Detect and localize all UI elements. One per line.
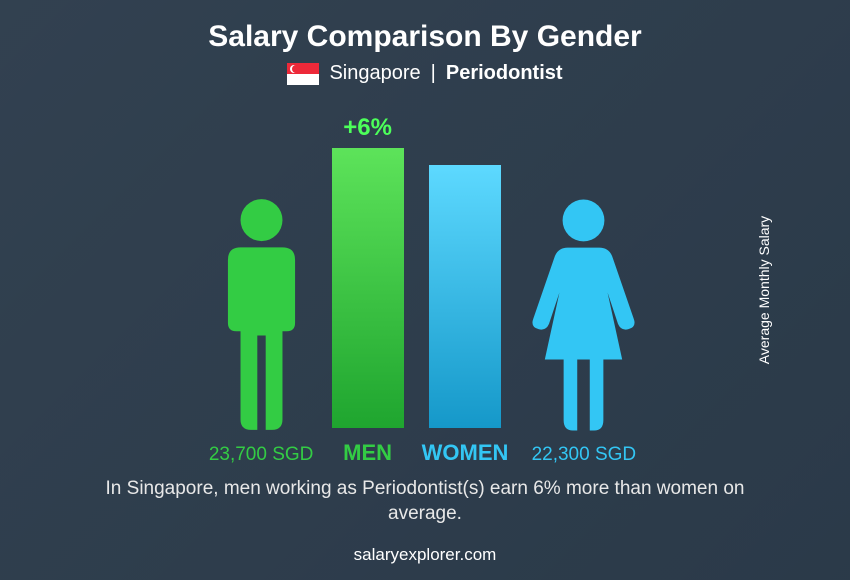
job-title: Periodontist [446, 62, 563, 85]
y-axis-label: Average Monthly Salary [756, 216, 772, 364]
infographic-container: Salary Comparison By Gender Singapore | … [0, 0, 850, 580]
men-label: MEN [343, 440, 392, 466]
country-label: Singapore [329, 62, 420, 85]
women-column: 22,300 SGD [526, 197, 641, 466]
singapore-flag-icon [287, 63, 319, 85]
women-bar-column: WOMEN [422, 165, 509, 466]
woman-icon [526, 197, 641, 432]
women-label: WOMEN [422, 440, 509, 466]
difference-label: +6% [343, 114, 392, 142]
separator: | [431, 62, 436, 85]
women-salary-label: 22,300 SGD [532, 444, 637, 466]
men-salary-label: 23,700 SGD [209, 444, 314, 466]
footer-source: salaryexplorer.com [354, 545, 497, 565]
men-bar-column: +6% MEN [332, 114, 404, 466]
men-bar [332, 148, 404, 428]
summary-text: In Singapore, men working as Periodontis… [85, 476, 765, 527]
women-bar [429, 165, 501, 428]
subtitle-row: Singapore | Periodontist [287, 62, 562, 85]
page-title: Salary Comparison By Gender [208, 20, 641, 54]
men-column: 23,700 SGD [209, 197, 314, 466]
chart-area: 23,700 SGD +6% MEN WOMEN 22,300 SGD [40, 95, 810, 476]
man-icon [209, 197, 314, 432]
